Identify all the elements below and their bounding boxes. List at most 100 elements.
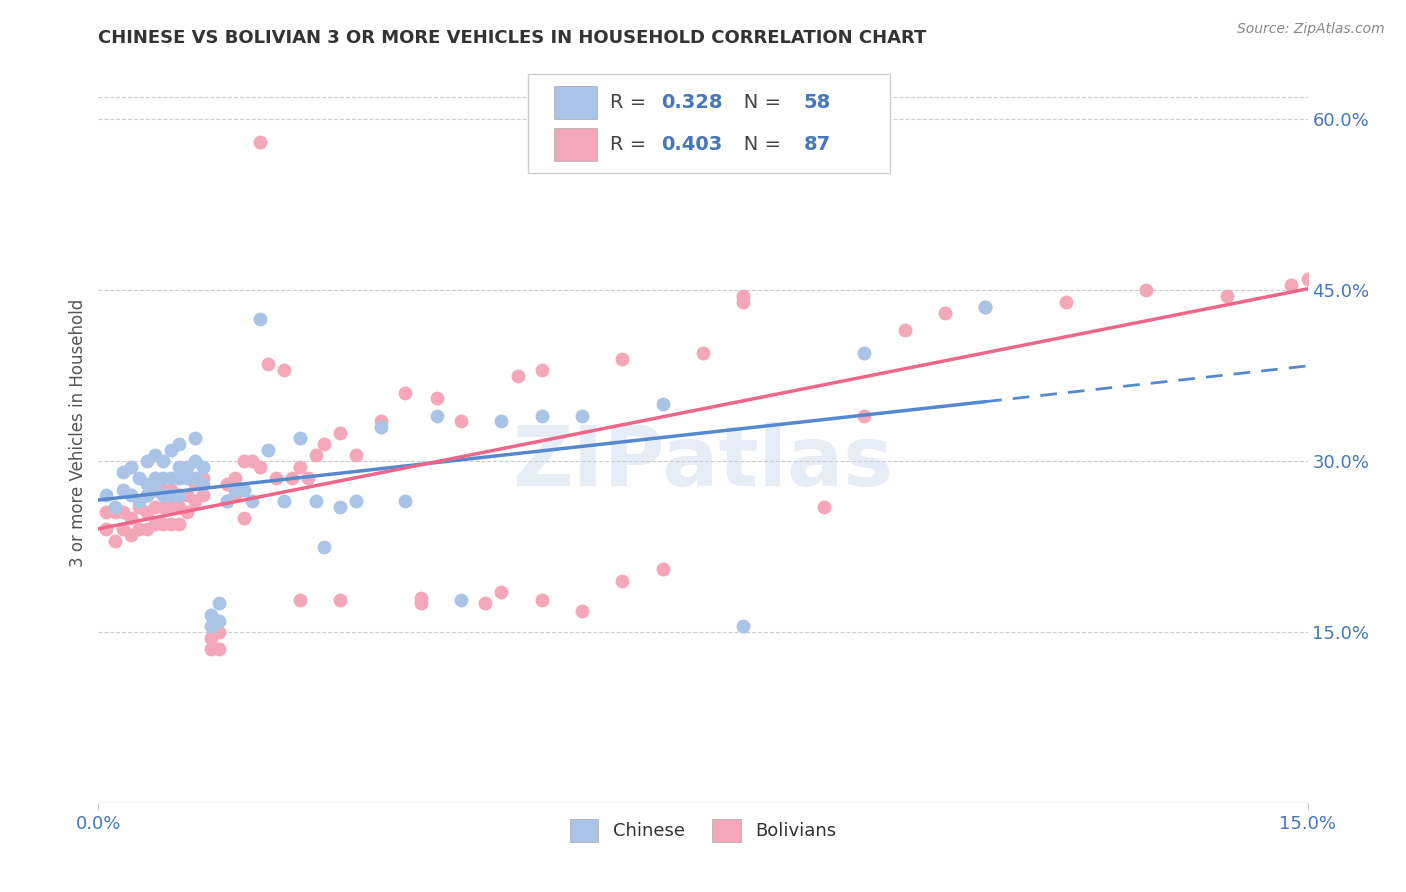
Point <box>167 437 190 451</box>
Point <box>281 471 304 485</box>
Text: 0.403: 0.403 <box>661 136 721 154</box>
Point <box>344 449 367 463</box>
Point <box>370 414 392 428</box>
Point <box>208 642 231 657</box>
Point <box>733 289 755 303</box>
Point <box>160 488 183 502</box>
Point <box>530 409 553 423</box>
Point <box>249 135 271 149</box>
Point <box>128 471 150 485</box>
Point <box>200 642 222 657</box>
Point <box>1281 277 1303 292</box>
Point <box>176 459 198 474</box>
Point <box>176 488 198 502</box>
Point <box>612 574 634 588</box>
FancyBboxPatch shape <box>554 86 596 119</box>
Point <box>184 471 207 485</box>
Point <box>224 488 246 502</box>
Point <box>96 488 118 502</box>
Text: 58: 58 <box>803 93 831 112</box>
Point <box>128 494 150 508</box>
Point <box>208 614 231 628</box>
Point <box>491 585 513 599</box>
Point <box>152 454 174 468</box>
Point <box>426 409 449 423</box>
Point <box>256 442 278 457</box>
Point <box>273 494 295 508</box>
Point <box>167 500 190 514</box>
Point <box>733 619 755 633</box>
Point <box>651 562 673 576</box>
Point <box>733 294 755 309</box>
Point <box>329 425 352 440</box>
Point <box>692 346 714 360</box>
Point <box>135 488 157 502</box>
Point <box>184 476 207 491</box>
Point <box>152 516 174 531</box>
Point <box>176 471 198 485</box>
Point <box>506 368 529 383</box>
Point <box>103 500 125 514</box>
Point <box>273 363 295 377</box>
Point <box>143 449 166 463</box>
Point <box>491 414 513 428</box>
Text: ZIPatlas: ZIPatlas <box>513 422 893 503</box>
Point <box>450 414 472 428</box>
Point <box>167 459 190 474</box>
Point <box>288 593 311 607</box>
Point <box>249 459 271 474</box>
Point <box>232 511 254 525</box>
Point <box>193 471 215 485</box>
Point <box>160 516 183 531</box>
Point <box>530 593 553 607</box>
Point <box>344 494 367 508</box>
Point <box>111 523 134 537</box>
Point <box>111 483 134 497</box>
Point <box>1312 266 1334 280</box>
FancyBboxPatch shape <box>527 73 890 173</box>
Point <box>167 471 190 485</box>
Point <box>143 483 166 497</box>
Text: R =: R = <box>610 93 652 112</box>
Point <box>305 449 328 463</box>
Point <box>256 357 278 371</box>
Text: Source: ZipAtlas.com: Source: ZipAtlas.com <box>1237 22 1385 37</box>
Point <box>96 523 118 537</box>
Point <box>853 346 876 360</box>
Point <box>612 351 634 366</box>
Point <box>135 476 157 491</box>
Point <box>224 483 246 497</box>
Point <box>329 500 352 514</box>
Point <box>314 437 336 451</box>
Point <box>409 597 432 611</box>
Point <box>217 494 239 508</box>
Text: 87: 87 <box>803 136 831 154</box>
Point <box>184 454 207 468</box>
Point <box>152 500 174 514</box>
Point <box>184 431 207 445</box>
Point <box>167 516 190 531</box>
Point <box>143 500 166 514</box>
Point <box>224 471 246 485</box>
Point <box>176 505 198 519</box>
Text: 0.328: 0.328 <box>661 93 723 112</box>
Point <box>394 385 416 400</box>
Point <box>160 500 183 514</box>
Point <box>135 488 157 502</box>
Y-axis label: 3 or more Vehicles in Household: 3 or more Vehicles in Household <box>69 299 87 566</box>
FancyBboxPatch shape <box>554 128 596 161</box>
Point <box>305 494 328 508</box>
Point <box>160 442 183 457</box>
Point <box>651 397 673 411</box>
Point <box>96 505 118 519</box>
Point <box>232 483 254 497</box>
Point <box>208 597 231 611</box>
Point <box>1135 283 1157 297</box>
Point <box>160 471 183 485</box>
Point <box>217 494 239 508</box>
Point <box>120 511 142 525</box>
Point <box>103 533 125 548</box>
Point <box>120 528 142 542</box>
Point <box>120 488 142 502</box>
Point <box>314 540 336 554</box>
